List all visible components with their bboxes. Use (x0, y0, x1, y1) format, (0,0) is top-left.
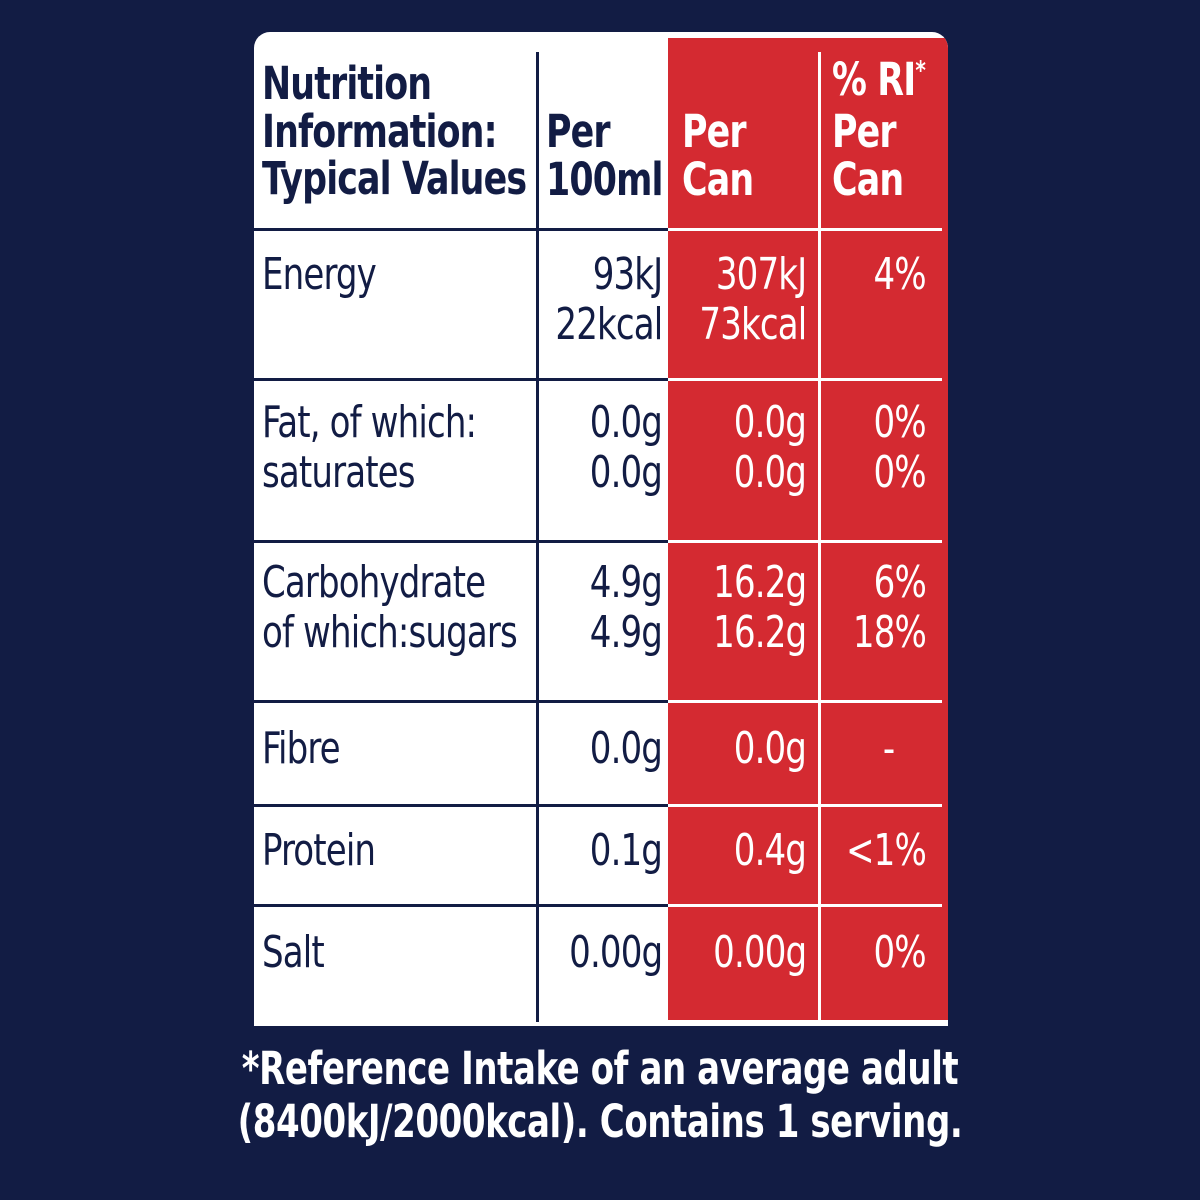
row-percan-energy: 307kJ 73kcal (699, 249, 807, 351)
row-per100-protein: 0.1g (589, 825, 663, 876)
row-per100-fibre: 0.0g (589, 723, 663, 774)
row-divider-header (254, 228, 668, 231)
row-divider-3 (254, 700, 668, 703)
row-label-protein: Protein (262, 825, 376, 876)
row-label-fat: Fat, of which: saturates (262, 397, 477, 499)
row-percan-salt: 0.00g (712, 927, 807, 978)
row-percan-fat: 0.0g 0.0g (733, 397, 807, 499)
header-label: Nutrition Information: Typical Values (262, 57, 527, 206)
column-divider-1 (536, 52, 539, 1022)
per-can-column-highlight (668, 38, 948, 1020)
row-divider-4 (254, 804, 668, 807)
row-label-energy: Energy (262, 249, 377, 300)
row-divider-4-red (668, 804, 942, 807)
row-ri-protein: <1% (846, 825, 927, 876)
row-divider-2-red (668, 540, 942, 543)
header-per-can: Per Can (682, 105, 754, 206)
row-divider-1-red (668, 378, 942, 381)
row-ri-fibre: - (882, 723, 895, 774)
row-label-fibre: Fibre (262, 723, 341, 774)
row-percan-carbohydrate: 16.2g 16.2g (712, 557, 807, 659)
row-percan-fibre: 0.0g (733, 723, 807, 774)
header-per-100ml: Per 100ml (546, 105, 663, 206)
row-divider-1 (254, 378, 668, 381)
row-per100-carbohydrate: 4.9g 4.9g (589, 557, 663, 659)
row-per100-salt: 0.00g (568, 927, 663, 978)
row-divider-2 (254, 540, 668, 543)
header-ri-asterisk: * (915, 56, 926, 86)
header-ri-label: % RI (832, 53, 916, 106)
header-ri-per-can: Per Can (832, 105, 904, 206)
row-per100-energy: 93kJ 22kcal (555, 249, 663, 351)
reference-intake-footnote: *Reference Intake of an average adult (8… (237, 1042, 963, 1148)
row-label-carbohydrate: Carbohydrate of which:sugars (262, 557, 518, 659)
row-ri-energy: 4% (873, 249, 927, 300)
header-ri: % RI* (832, 53, 926, 106)
row-percan-protein: 0.4g (733, 825, 807, 876)
nutrition-table: Nutrition Information: Typical Values Pe… (254, 32, 948, 1026)
column-divider-3 (818, 52, 821, 1022)
row-divider-3-red (668, 700, 942, 703)
row-ri-carbohydrate: 6% 18% (852, 557, 927, 659)
row-divider-5-red (668, 904, 942, 907)
row-divider-5 (254, 904, 668, 907)
row-divider-header-red (668, 228, 942, 231)
row-ri-fat: 0% 0% (873, 397, 927, 499)
row-label-salt: Salt (262, 927, 325, 978)
row-per100-fat: 0.0g 0.0g (589, 397, 663, 499)
row-ri-salt: 0% (873, 927, 927, 978)
